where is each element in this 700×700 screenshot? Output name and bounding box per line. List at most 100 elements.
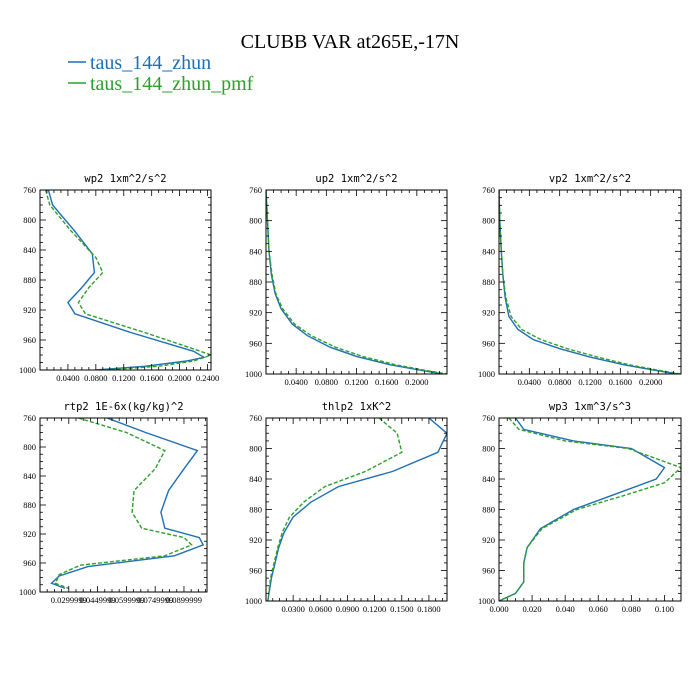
y-tick-label: 920	[249, 308, 262, 318]
x-tick-label: 0.0800	[84, 373, 107, 383]
y-tick-label: 1000	[478, 369, 495, 379]
x-tick-label: 0.100	[655, 604, 674, 614]
y-tick-label: 800	[249, 444, 262, 454]
x-tick-label: 0.1200	[112, 373, 135, 383]
y-tick-label: 760	[482, 413, 495, 423]
panel-title: wp2 1xm^2/s^2	[84, 173, 166, 185]
x-tick-label: 0.1200	[363, 604, 386, 614]
series-line-zhun-pmf	[267, 418, 403, 601]
panel-2: up2 1xm^2/s^2 760 800 840 880 920 960 1000 0.040…	[245, 173, 448, 387]
y-tick-label: 760	[249, 185, 262, 195]
legend-label-zhun-pmf: taus_144_zhun_pmf	[90, 73, 254, 95]
y-tick-label: 920	[23, 305, 36, 315]
x-tick-label: 0.1200	[578, 377, 601, 387]
y-tick-label: 760	[23, 413, 36, 423]
x-tick-label: 0.0449999	[80, 595, 116, 605]
y-tick-label: 840	[249, 246, 262, 256]
y-tick-label: 1000	[19, 587, 36, 597]
panel-title: rtp2 1E-6x(kg/kg)^2	[63, 401, 183, 413]
y-tick-label: 920	[23, 529, 36, 539]
series-line-zhun-pmf	[54, 418, 193, 590]
legend: taus_144_zhun taus_144_zhun_pmf	[68, 52, 254, 95]
panel-5: thlp2 1xK^2 760 800 840 880 920 960 1000 0.0300 0…	[245, 401, 448, 614]
y-tick-label: 920	[482, 308, 495, 318]
panel-title: wp3 1xm^3/s^3	[549, 401, 631, 413]
y-tick-label: 1000	[19, 365, 36, 375]
x-tick-label: 0.000	[489, 604, 508, 614]
x-tick-label: 0.2000	[405, 377, 428, 387]
y-tick-label: 840	[23, 471, 36, 481]
y-tick-label: 840	[482, 246, 495, 256]
x-tick-label: 0.020	[523, 604, 542, 614]
x-tick-label: 0.0800	[315, 377, 338, 387]
y-tick-label: 1000	[245, 369, 262, 379]
x-tick-label: 0.0899999	[166, 595, 202, 605]
x-tick-label: 0.1600	[609, 377, 632, 387]
x-tick-label: 0.080	[622, 604, 641, 614]
x-tick-label: 0.0800	[548, 377, 571, 387]
y-tick-label: 800	[249, 216, 262, 226]
y-tick-label: 760	[23, 185, 36, 195]
y-tick-label: 840	[23, 245, 36, 255]
y-tick-label: 800	[23, 442, 36, 452]
legend-label-zhun: taus_144_zhun	[90, 52, 211, 74]
x-tick-label: 0.040	[556, 604, 575, 614]
x-tick-label: 0.0599999	[108, 595, 144, 605]
panel-title: vp2 1xm^2/s^2	[549, 173, 631, 185]
y-tick-label: 840	[249, 474, 262, 484]
y-tick-label: 1000	[245, 596, 262, 606]
y-tick-label: 880	[482, 505, 495, 515]
panels: wp2 1xm^2/s^2 760 800 840 880 920 960 1000 0.040…	[19, 173, 682, 614]
x-tick-label: 0.1500	[390, 604, 413, 614]
y-tick-label: 800	[23, 215, 36, 225]
x-tick-label: 0.1600	[375, 377, 398, 387]
y-tick-label: 1000	[478, 596, 495, 606]
x-tick-label: 0.0400	[518, 377, 541, 387]
x-tick-label: 0.0600	[309, 604, 332, 614]
y-tick-label: 880	[249, 277, 262, 287]
y-tick-label: 960	[23, 558, 36, 568]
y-tick-label: 920	[482, 535, 495, 545]
y-tick-label: 800	[482, 444, 495, 454]
series-line-zhun	[50, 418, 205, 590]
x-tick-label: 0.2000	[168, 373, 191, 383]
x-tick-label: 0.1800	[417, 604, 440, 614]
panel-3: vp2 1xm^2/s^2 760 800 840 880 920 960 1000 0.040…	[478, 173, 682, 387]
y-tick-label: 960	[23, 335, 36, 345]
y-tick-label: 960	[482, 566, 495, 576]
y-tick-label: 760	[249, 413, 262, 423]
y-tick-label: 880	[249, 505, 262, 515]
panel-title: thlp2 1xK^2	[322, 401, 392, 413]
panel-6: wp3 1xm^3/s^3 760 800 840 880 920 960 10000.000…	[478, 401, 682, 614]
y-tick-label: 880	[23, 275, 36, 285]
panel-1: wp2 1xm^2/s^2 760 800 840 880 920 960 1000 0.040…	[19, 173, 219, 383]
x-tick-label: 0.0400	[284, 377, 307, 387]
y-tick-label: 800	[482, 216, 495, 226]
x-tick-label: 0.1200	[345, 377, 368, 387]
y-tick-label: 960	[249, 566, 262, 576]
y-tick-label: 880	[482, 277, 495, 287]
x-tick-label: 0.0749999	[137, 595, 173, 605]
x-tick-label: 0.0400	[56, 373, 79, 383]
x-tick-label: 0.0299999	[51, 595, 87, 605]
y-tick-label: 960	[249, 338, 262, 348]
x-tick-label: 0.060	[589, 604, 608, 614]
y-tick-label: 760	[482, 185, 495, 195]
figure-title: CLUBB VAR at265E,-17N	[241, 31, 460, 53]
series-line-zhun	[47, 190, 206, 370]
y-tick-label: 920	[249, 535, 262, 545]
x-tick-label: 0.0900	[336, 604, 359, 614]
y-tick-label: 840	[482, 474, 495, 484]
series-line-zhun-pmf	[499, 418, 681, 601]
y-tick-label: 960	[482, 338, 495, 348]
panel-title: up2 1xm^2/s^2	[315, 173, 397, 185]
x-tick-label: 0.2000	[639, 377, 662, 387]
x-tick-label: 0.2400	[196, 373, 219, 383]
panel-4: rtp2 1E-6x(kg/kg)^2 760 800 840 880 920 960 100…	[19, 401, 208, 605]
y-tick-label: 880	[23, 500, 36, 510]
x-tick-label: 0.0300	[281, 604, 304, 614]
series-line-zhun-pmf	[44, 190, 211, 370]
series-line-zhun	[267, 418, 447, 601]
